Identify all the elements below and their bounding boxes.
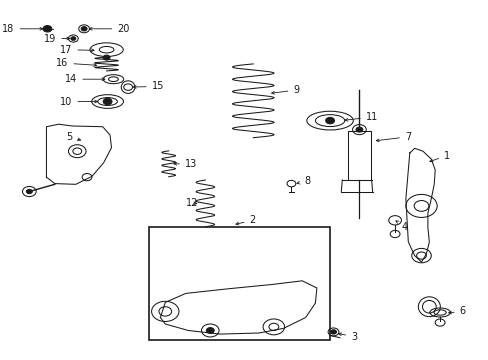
Text: 13: 13 (174, 159, 197, 169)
Circle shape (81, 27, 87, 31)
Circle shape (206, 328, 214, 333)
Text: 15: 15 (133, 81, 163, 91)
Text: 8: 8 (296, 176, 310, 186)
Circle shape (325, 117, 334, 124)
Text: 20: 20 (89, 24, 129, 34)
Text: 14: 14 (65, 74, 104, 84)
Bar (149, 227, 329, 340)
Text: 9: 9 (271, 85, 299, 95)
Text: 18: 18 (2, 24, 42, 34)
Circle shape (103, 98, 112, 105)
Circle shape (103, 55, 110, 60)
Bar (347, 131, 370, 180)
Text: 17: 17 (60, 45, 94, 55)
Text: 19: 19 (44, 33, 69, 44)
Text: 4: 4 (395, 221, 407, 232)
Circle shape (43, 26, 52, 32)
Text: 11: 11 (345, 112, 377, 122)
Circle shape (330, 330, 336, 334)
Text: 12: 12 (185, 198, 198, 208)
Text: 16: 16 (56, 58, 96, 68)
Polygon shape (405, 148, 434, 262)
Text: 7: 7 (376, 132, 410, 142)
Text: 1: 1 (429, 150, 449, 162)
Text: 3: 3 (338, 332, 357, 342)
Circle shape (71, 37, 76, 40)
Circle shape (355, 127, 362, 132)
Text: 2: 2 (235, 215, 255, 225)
Text: 5: 5 (66, 132, 81, 142)
Polygon shape (160, 281, 316, 334)
Circle shape (26, 189, 32, 194)
Polygon shape (46, 124, 111, 184)
Text: 6: 6 (448, 306, 465, 316)
Text: 10: 10 (60, 96, 97, 107)
